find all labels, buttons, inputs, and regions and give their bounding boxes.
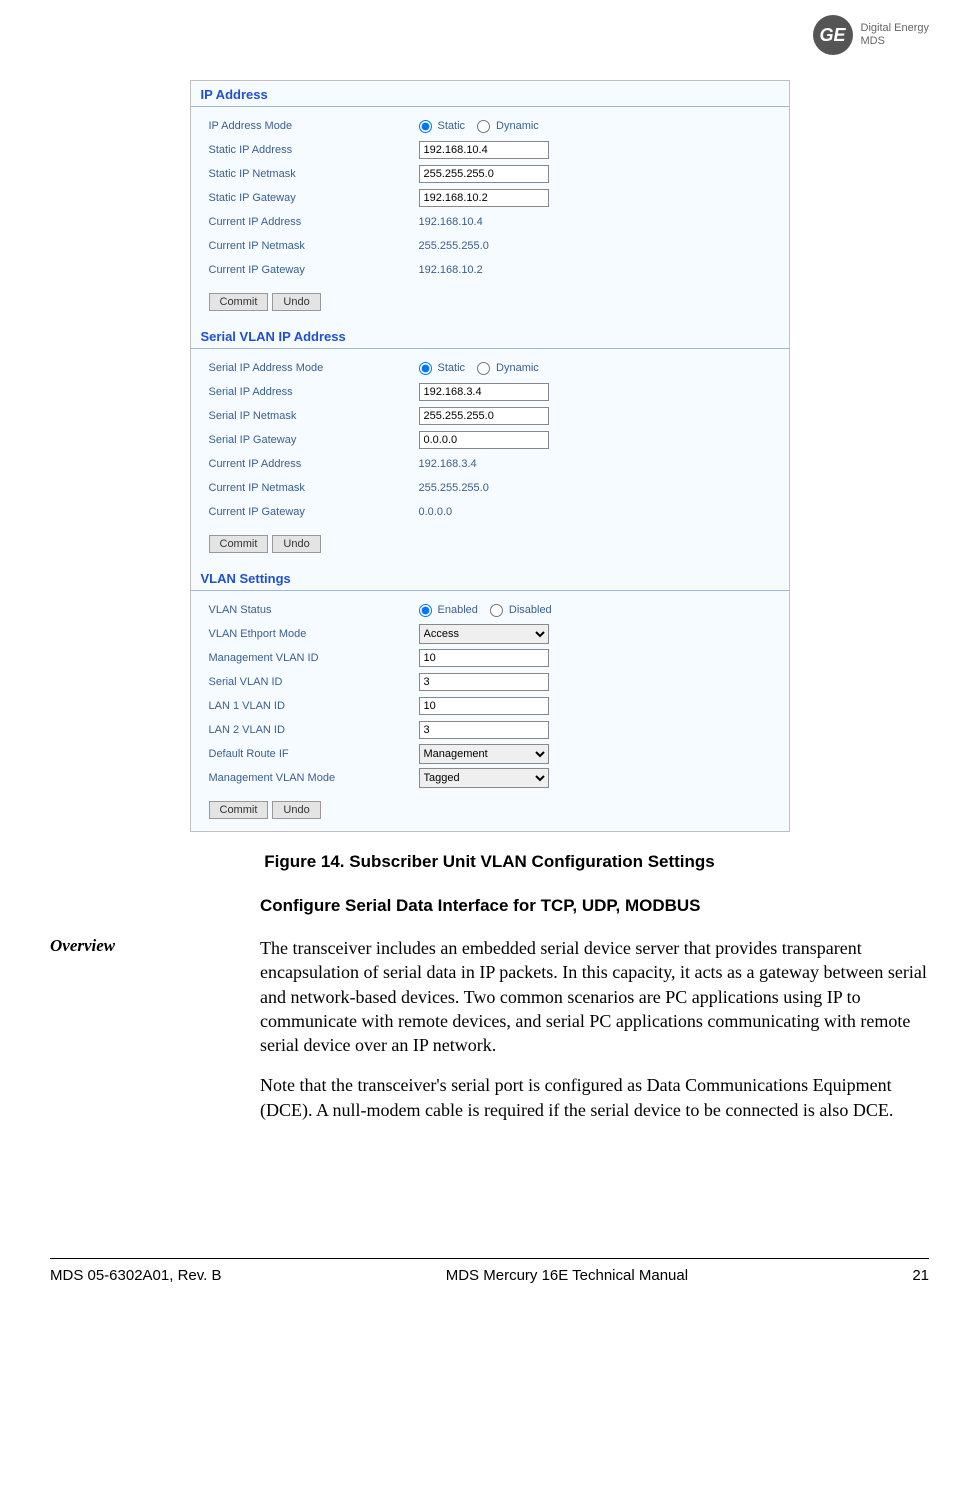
ip-commit-button[interactable]: Commit [209, 293, 269, 311]
vlan-ethport-select[interactable]: Access [419, 624, 549, 644]
mgmt-vlan-id-input[interactable] [419, 649, 549, 667]
brand-line1: Digital Energy [861, 22, 929, 35]
serial-ip-label: Serial IP Address [209, 386, 419, 398]
static-netmask-input[interactable] [419, 165, 549, 183]
brand-line2: MDS [861, 35, 929, 48]
serial-cur-ip-label: Current IP Address [209, 458, 419, 470]
serial-vlan-id-label: Serial VLAN ID [209, 676, 419, 688]
figure-caption: Figure 14. Subscriber Unit VLAN Configur… [50, 852, 929, 872]
static-ip-input[interactable] [419, 141, 549, 159]
serial-netmask-label: Serial IP Netmask [209, 410, 419, 422]
overview-side-label: Overview [50, 936, 260, 1138]
vlan-enabled-text: Enabled [438, 604, 478, 616]
vlan-enabled-radio[interactable] [419, 604, 432, 617]
serial-cur-ip-value: 192.168.3.4 [419, 458, 477, 470]
serial-undo-button[interactable]: Undo [272, 535, 320, 553]
overview-p2: Note that the transceiver's serial port … [260, 1073, 929, 1122]
section-heading: Configure Serial Data Interface for TCP,… [260, 896, 929, 916]
lan1-vlan-id-input[interactable] [419, 697, 549, 715]
footer-center: MDS Mercury 16E Technical Manual [446, 1267, 688, 1284]
vlan-undo-button[interactable]: Undo [272, 801, 320, 819]
serial-gateway-input[interactable] [419, 431, 549, 449]
serial-vlan-panel-body: Serial IP Address Mode Static Dynamic Se… [191, 349, 789, 565]
default-route-label: Default Route IF [209, 748, 419, 760]
cur-ip-value: 192.168.10.4 [419, 216, 483, 228]
serial-vlan-id-input[interactable] [419, 673, 549, 691]
ge-monogram-icon: GE [813, 15, 853, 55]
vlan-disabled-text: Disabled [509, 604, 552, 616]
serial-netmask-input[interactable] [419, 407, 549, 425]
static-ip-label: Static IP Address [209, 144, 419, 156]
vlan-commit-button[interactable]: Commit [209, 801, 269, 819]
mgmt-vlan-mode-select[interactable]: Tagged [419, 768, 549, 788]
ip-address-panel-header: IP Address [191, 81, 789, 107]
ip-mode-dynamic-radio[interactable] [477, 120, 490, 133]
serial-gateway-label: Serial IP Gateway [209, 434, 419, 446]
serial-mode-label: Serial IP Address Mode [209, 362, 419, 374]
serial-vlan-panel-header: Serial VLAN IP Address [191, 323, 789, 349]
page-footer: MDS 05-6302A01, Rev. B MDS Mercury 16E T… [50, 1258, 929, 1284]
vlan-status-label: VLAN Status [209, 604, 419, 616]
footer-left: MDS 05-6302A01, Rev. B [50, 1267, 221, 1284]
serial-commit-button[interactable]: Commit [209, 535, 269, 553]
serial-mode-dynamic-text: Dynamic [496, 362, 539, 374]
cur-netmask-value: 255.255.255.0 [419, 240, 489, 252]
serial-cur-netmask-value: 255.255.255.0 [419, 482, 489, 494]
cur-gateway-label: Current IP Gateway [209, 264, 419, 276]
serial-ip-input[interactable] [419, 383, 549, 401]
overview-p1: The transceiver includes an embedded ser… [260, 936, 929, 1057]
serial-mode-static-text: Static [438, 362, 466, 374]
serial-cur-gateway-value: 0.0.0.0 [419, 506, 453, 518]
cur-gateway-value: 192.168.10.2 [419, 264, 483, 276]
cur-ip-label: Current IP Address [209, 216, 419, 228]
serial-cur-netmask-label: Current IP Netmask [209, 482, 419, 494]
serial-mode-static-radio[interactable] [419, 362, 432, 375]
mgmt-vlan-id-label: Management VLAN ID [209, 652, 419, 664]
static-gateway-input[interactable] [419, 189, 549, 207]
overview-body: The transceiver includes an embedded ser… [260, 936, 929, 1138]
vlan-settings-panel-body: VLAN Status Enabled Disabled VLAN Ethpor… [191, 591, 789, 831]
ip-mode-static-radio[interactable] [419, 120, 432, 133]
vlan-settings-panel-header: VLAN Settings [191, 565, 789, 591]
vlan-ethport-label: VLAN Ethport Mode [209, 628, 419, 640]
vlan-disabled-radio[interactable] [490, 604, 503, 617]
lan1-vlan-id-label: LAN 1 VLAN ID [209, 700, 419, 712]
config-screenshot: IP Address IP Address Mode Static Dynami… [190, 80, 790, 832]
ip-mode-label: IP Address Mode [209, 120, 419, 132]
default-route-select[interactable]: Management [419, 744, 549, 764]
lan2-vlan-id-label: LAN 2 VLAN ID [209, 724, 419, 736]
serial-cur-gateway-label: Current IP Gateway [209, 506, 419, 518]
ip-address-panel-body: IP Address Mode Static Dynamic Static IP… [191, 107, 789, 323]
ip-mode-dynamic-text: Dynamic [496, 120, 539, 132]
footer-right: 21 [912, 1267, 929, 1284]
static-gateway-label: Static IP Gateway [209, 192, 419, 204]
ip-mode-static-text: Static [438, 120, 466, 132]
ip-undo-button[interactable]: Undo [272, 293, 320, 311]
cur-netmask-label: Current IP Netmask [209, 240, 419, 252]
mgmt-vlan-mode-label: Management VLAN Mode [209, 772, 419, 784]
serial-mode-dynamic-radio[interactable] [477, 362, 490, 375]
lan2-vlan-id-input[interactable] [419, 721, 549, 739]
brand-logo: GE Digital Energy MDS [813, 15, 929, 55]
static-netmask-label: Static IP Netmask [209, 168, 419, 180]
brand-text: Digital Energy MDS [861, 22, 929, 48]
manual-page: GE Digital Energy MDS IP Address IP Addr… [0, 0, 979, 1314]
